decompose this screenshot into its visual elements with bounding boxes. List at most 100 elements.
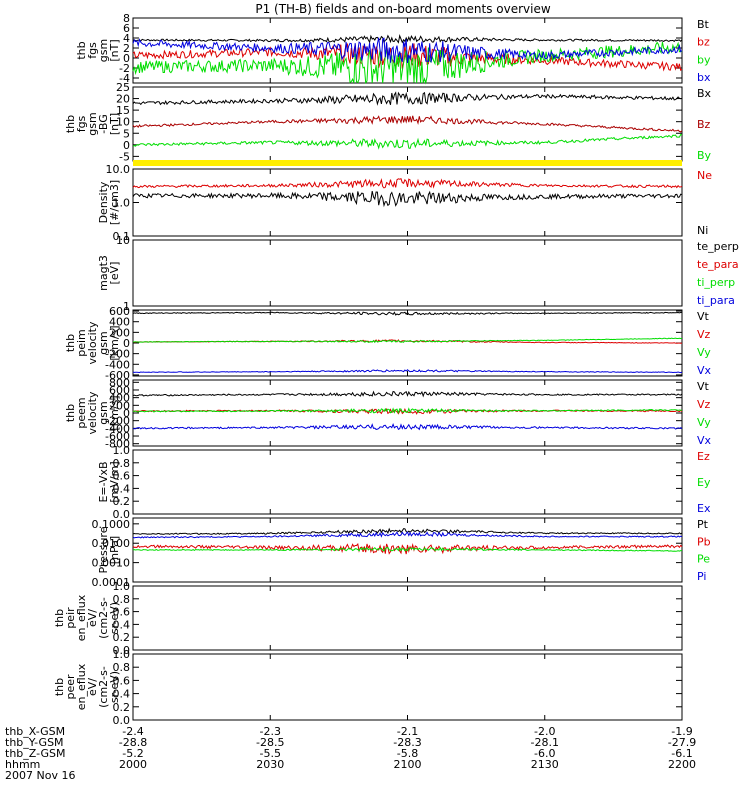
legend-Pi: Pi (697, 570, 706, 583)
y-tick-label: 5 (123, 127, 130, 140)
y-axis-label: E=-VxB (97, 461, 110, 502)
y-tick-label: 0.0100 (92, 537, 131, 550)
y-tick-label: -400 (105, 422, 130, 435)
legend-Bx: Bx (697, 87, 712, 100)
y-axis-label: peem (75, 397, 88, 428)
y-tick-label: 25 (116, 81, 130, 94)
y-tick-label: 0 (123, 407, 130, 420)
x-row-label: hhmm (5, 758, 40, 771)
y-tick-label: 1 (123, 300, 130, 313)
legend-Bz: Bz (697, 118, 711, 131)
y-tick-label: 0.0 (113, 644, 131, 657)
x-row-value: -28.8 (119, 736, 147, 749)
x-row-value: -28.5 (256, 736, 284, 749)
legend-Ez: Ez (697, 450, 710, 463)
x-row-value: -28.1 (531, 736, 559, 749)
y-axis-label: thb (53, 678, 66, 696)
panel-frame (132, 449, 683, 515)
x-row-value: -6.1 (671, 747, 692, 760)
legend-Ex: Ex (697, 502, 711, 515)
series-Vt (132, 311, 683, 316)
legend-Vy: Vy (697, 416, 711, 429)
panel-10: 1.00.80.60.40.20.0 thbpeeren_efluxeV/(cm2… (53, 648, 683, 727)
y-tick-label: 0.2 (113, 495, 131, 508)
series-by (132, 41, 683, 85)
panel-8: 0.1000 0.0100 0.0010 0.0001 Pressure[nPa] Pt P… (92, 517, 711, 589)
y-axis-label: [km/s] (108, 395, 121, 430)
y-axis-label: [km/s] (108, 325, 121, 360)
y-tick-label: 400 (109, 392, 130, 405)
y-axis-label: [eV] (108, 262, 121, 285)
panel-4: 10 1 magt3[eV] te_perp te_para ti_perp ti_para (97, 234, 739, 313)
y-tick-label: 0.4 (113, 618, 131, 631)
y-tick-label: 600 (109, 384, 130, 397)
legend-bz: bz (697, 36, 710, 49)
legend-ti_perp: ti_perp (697, 276, 735, 289)
y-axis-label: fgs (86, 42, 99, 59)
y-tick-label: 0.6 (113, 606, 131, 619)
y-tick-label: -400 (105, 358, 130, 371)
y-axis-label: [#/cm3] (108, 180, 121, 225)
x-row-value: 2130 (531, 758, 559, 771)
y-tick-label: 2 (123, 42, 130, 55)
y-axis-label: thb (64, 334, 77, 352)
y-tick-label: 0.0 (113, 714, 131, 727)
y-tick-label: 0.0010 (92, 557, 131, 570)
x-row-value: -27.9 (668, 736, 696, 749)
x-row-value: 2000 (119, 758, 147, 771)
y-axis-label: (cm2-s- (97, 666, 110, 708)
legend-te_perp: te_perp (697, 240, 739, 253)
y-tick-label: 0 (123, 139, 130, 152)
legend-bx: bx (697, 71, 711, 84)
legend-Pb: Pb (697, 535, 711, 548)
x-row-value: -5.8 (397, 747, 418, 760)
y-axis-label: Pressure (97, 526, 110, 573)
y-axis-label: thb (64, 404, 77, 422)
y-axis-label: peim (75, 329, 88, 357)
y-axis-label: Density (97, 181, 110, 223)
y-axis-label: gsm (86, 112, 99, 135)
x-row-value: -28.3 (393, 736, 421, 749)
y-tick-label: -600 (105, 369, 130, 382)
quality-flag-bar (133, 160, 682, 166)
y-tick-label: 10.0 (106, 163, 131, 176)
plot-title: P1 (TH-B) fields and on-board moments ov… (255, 2, 551, 16)
y-tick-label: 10 (116, 234, 130, 247)
series-bx (132, 37, 683, 64)
y-tick-label: 0.2 (113, 631, 131, 644)
y-axis-label: magt3 (97, 255, 110, 291)
y-tick-label: 10 (116, 116, 130, 129)
panel-7: 1.00.80.60.40.20.0E=-VxB[mV/m] Ez Ey Ex (97, 444, 711, 521)
legend-Vt: Vt (697, 380, 710, 393)
x-row-value: -2.4 (122, 725, 143, 738)
x-row-label: thb_X-GSM (5, 725, 65, 738)
legend-Bt: Bt (697, 18, 710, 31)
series-Vt (132, 390, 683, 398)
y-tick-label: 1.0 (113, 648, 131, 661)
x-row-value: -2.0 (534, 725, 555, 738)
legend-Vx: Vx (697, 434, 712, 447)
y-axis-label: en_eflux (75, 663, 88, 710)
y-tick-label: 6 (123, 22, 130, 35)
y-tick-label: 0.2 (113, 701, 131, 714)
y-tick-label: 0.8 (113, 593, 131, 606)
y-tick-label: 0.6 (113, 470, 131, 483)
x-row-value: 2030 (256, 758, 284, 771)
y-tick-label: 1.0 (113, 197, 131, 210)
y-tick-label: -4 (119, 72, 130, 85)
y-tick-label: 8 (123, 12, 130, 25)
y-tick-label: 0.0 (113, 508, 131, 521)
y-tick-label: 1.0 (113, 580, 131, 593)
series-Vx (132, 423, 683, 431)
legend-ti_para: ti_para (697, 294, 735, 307)
y-tick-label: 0.8 (113, 457, 131, 470)
x-row-value: -1.9 (671, 725, 692, 738)
x-row-value: -5.5 (260, 747, 281, 760)
panel-frame (132, 585, 683, 651)
y-tick-label: -2 (119, 62, 130, 75)
y-axis-label: thb (53, 609, 66, 627)
